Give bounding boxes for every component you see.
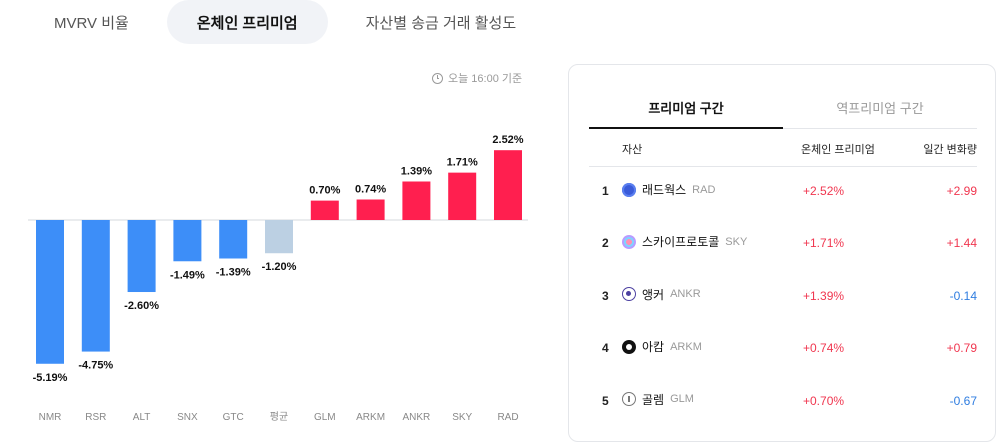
bar-value-label: 1.39% bbox=[401, 165, 432, 177]
table-row[interactable]: 1 래드웍스 RAD +2.52% +2.99 bbox=[589, 167, 977, 219]
x-tick-label: RAD bbox=[497, 412, 518, 423]
row-premium: +0.74% bbox=[803, 341, 845, 356]
header-premium: 온체인 프리미엄 bbox=[801, 144, 875, 156]
row-daily-change: -0.67 bbox=[949, 393, 977, 408]
chart-tabs: MVRV 비율 온체인 프리미엄 자산별 송금 거래 활성도 bbox=[24, 0, 546, 44]
x-tick-label: ANKR bbox=[403, 412, 431, 423]
bar-ALT[interactable] bbox=[127, 220, 156, 293]
bar-GLM[interactable] bbox=[310, 200, 339, 220]
premium-bar-chart: -5.19% NMR -4.75% RSR -2.60% ALT -1.49% SNX -1.3… bbox=[28, 134, 528, 423]
timestamp-text: 오늘 16:00 기준 bbox=[448, 73, 523, 85]
golem-icon bbox=[622, 392, 636, 407]
bar-NMR[interactable] bbox=[36, 220, 64, 364]
x-tick-label: ARKM bbox=[356, 412, 385, 423]
row-premium: +1.71% bbox=[803, 236, 845, 251]
row-asset-name: 아캄 bbox=[642, 340, 665, 355]
premium-ranking-panel: 프리미엄 구간 역프리미엄 구간 자산 온체인 프리미엄 일간 변화량 1 래드… bbox=[568, 64, 996, 442]
x-tick-label: SKY bbox=[452, 412, 472, 423]
bar-value-label: -4.75% bbox=[78, 360, 113, 372]
row-daily-change: -0.14 bbox=[949, 288, 977, 303]
row-asset: 앵커 ANKR bbox=[622, 286, 701, 303]
row-asset-name: 래드웍스 bbox=[642, 183, 687, 197]
row-daily-change: +2.99 bbox=[946, 184, 977, 198]
tab-transfer-activity[interactable]: 자산별 송금 거래 활성도 bbox=[365, 14, 517, 32]
bar-평균[interactable] bbox=[265, 220, 293, 254]
table-row[interactable]: 3 앵커 ANKR +1.39% -0.14 bbox=[589, 272, 977, 324]
clock-icon bbox=[432, 72, 443, 84]
bar-value-label: -2.60% bbox=[124, 300, 159, 312]
row-rank: 1 bbox=[602, 184, 609, 198]
update-timestamp: 오늘 16:00 기준 bbox=[432, 70, 522, 86]
row-asset-symbol: GLM bbox=[670, 393, 694, 406]
bar-value-label: 0.70% bbox=[309, 185, 340, 197]
row-premium: +0.70% bbox=[803, 393, 845, 408]
row-asset: 스카이프로토콜 SKY bbox=[622, 233, 747, 250]
table-header: 자산 온체인 프리미엄 일간 변화량 bbox=[589, 129, 977, 167]
x-tick-label: GLM bbox=[314, 412, 336, 423]
row-asset-symbol: ANKR bbox=[670, 288, 701, 301]
row-asset-symbol: SKY bbox=[725, 235, 748, 248]
row-daily-change: +0.79 bbox=[946, 341, 977, 356]
table-row[interactable]: 4 아캄 ARKM +0.74% +0.79 bbox=[589, 324, 977, 376]
ranking-table-body: 1 래드웍스 RAD +2.52% +2.99 2 스카이프로토콜 SKY +1… bbox=[589, 167, 977, 429]
tab-mvrv[interactable]: MVRV 비율 bbox=[54, 14, 129, 32]
bar-SKY[interactable] bbox=[448, 172, 477, 220]
arkham-icon bbox=[622, 339, 636, 354]
bar-GTC[interactable] bbox=[219, 220, 248, 259]
bar-value-label: -1.49% bbox=[170, 269, 205, 281]
row-rank: 5 bbox=[602, 393, 609, 408]
x-tick-label: RSR bbox=[85, 412, 106, 423]
row-asset: 래드웍스 RAD bbox=[622, 181, 715, 198]
row-premium: +1.39% bbox=[803, 288, 845, 303]
header-daily-change: 일간 변화량 bbox=[923, 144, 977, 156]
bar-value-label: -1.20% bbox=[262, 261, 297, 273]
panel-tabs: 프리미엄 구간 역프리미엄 구간 bbox=[589, 87, 977, 129]
header-asset: 자산 bbox=[622, 144, 643, 156]
row-asset-symbol: RAD bbox=[692, 183, 716, 196]
x-tick-label: SNX bbox=[177, 412, 198, 423]
bar-SNX[interactable] bbox=[173, 220, 202, 262]
row-asset-name: 골렘 bbox=[642, 392, 665, 407]
radworks-icon bbox=[622, 182, 636, 197]
row-daily-change: +1.44 bbox=[946, 236, 977, 251]
bar-RAD[interactable] bbox=[494, 150, 522, 220]
row-rank: 2 bbox=[602, 236, 609, 251]
row-asset-name: 앵커 bbox=[642, 287, 665, 302]
row-asset-symbol: ARKM bbox=[670, 340, 702, 353]
row-asset-name: 스카이프로토콜 bbox=[642, 235, 720, 250]
bar-value-label: -1.39% bbox=[216, 267, 251, 279]
x-tick-label: GTC bbox=[223, 412, 244, 423]
skyprotocol-icon bbox=[622, 234, 636, 249]
bar-RSR[interactable] bbox=[81, 220, 110, 352]
tab-reverse-premium-range[interactable]: 역프리미엄 구간 bbox=[836, 101, 924, 116]
x-tick-label: 평균 bbox=[270, 411, 288, 423]
ankr-icon bbox=[622, 287, 636, 302]
bar-ANKR[interactable] bbox=[402, 181, 431, 220]
row-rank: 3 bbox=[602, 288, 609, 303]
x-tick-label: NMR bbox=[39, 412, 62, 423]
row-asset: 아캄 ARKM bbox=[622, 338, 702, 355]
table-row[interactable]: 2 스카이프로토콜 SKY +1.71% +1.44 bbox=[589, 219, 977, 271]
row-asset: 골렘 GLM bbox=[622, 391, 694, 408]
row-rank: 4 bbox=[602, 341, 609, 356]
table-row[interactable]: 5 골렘 GLM +0.70% -0.67 bbox=[589, 377, 977, 429]
bar-value-label: -5.19% bbox=[33, 372, 68, 384]
tab-premium-range[interactable]: 프리미엄 구간 bbox=[589, 87, 783, 129]
tab-onchain-premium[interactable]: 온체인 프리미엄 bbox=[166, 0, 328, 44]
x-tick-label: ALT bbox=[133, 412, 151, 423]
bar-value-label: 0.74% bbox=[355, 184, 386, 196]
bar-value-label: 1.71% bbox=[447, 157, 478, 169]
row-premium: +2.52% bbox=[803, 184, 845, 198]
bar-value-label: 2.52% bbox=[492, 134, 523, 146]
bar-ARKM[interactable] bbox=[356, 199, 385, 220]
